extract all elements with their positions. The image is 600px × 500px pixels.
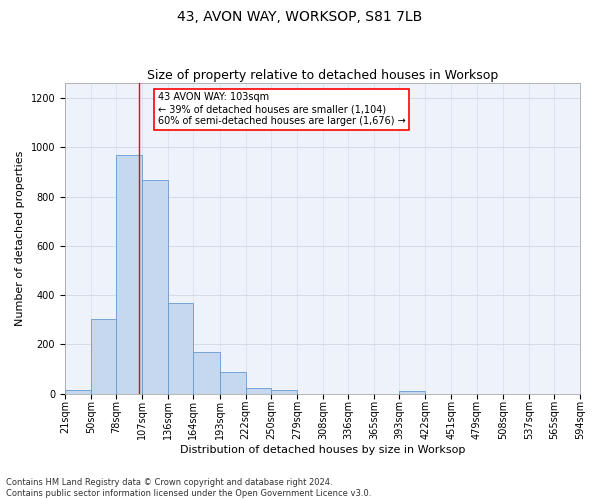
Title: Size of property relative to detached houses in Worksop: Size of property relative to detached ho… [147, 69, 498, 82]
X-axis label: Distribution of detached houses by size in Worksop: Distribution of detached houses by size … [180, 445, 465, 455]
Bar [116, 154, 142, 394]
Bar [193, 352, 220, 394]
Bar [142, 180, 168, 394]
Bar [400, 390, 425, 394]
Bar [220, 372, 245, 394]
Bar [65, 390, 91, 394]
Bar [245, 388, 271, 394]
Y-axis label: Number of detached properties: Number of detached properties [15, 150, 25, 326]
Text: Contains HM Land Registry data © Crown copyright and database right 2024.
Contai: Contains HM Land Registry data © Crown c… [6, 478, 371, 498]
Bar [168, 302, 193, 394]
Text: 43, AVON WAY, WORKSOP, S81 7LB: 43, AVON WAY, WORKSOP, S81 7LB [178, 10, 422, 24]
Bar [271, 390, 297, 394]
Bar [91, 318, 116, 394]
Text: 43 AVON WAY: 103sqm
← 39% of detached houses are smaller (1,104)
60% of semi-det: 43 AVON WAY: 103sqm ← 39% of detached ho… [158, 92, 406, 126]
